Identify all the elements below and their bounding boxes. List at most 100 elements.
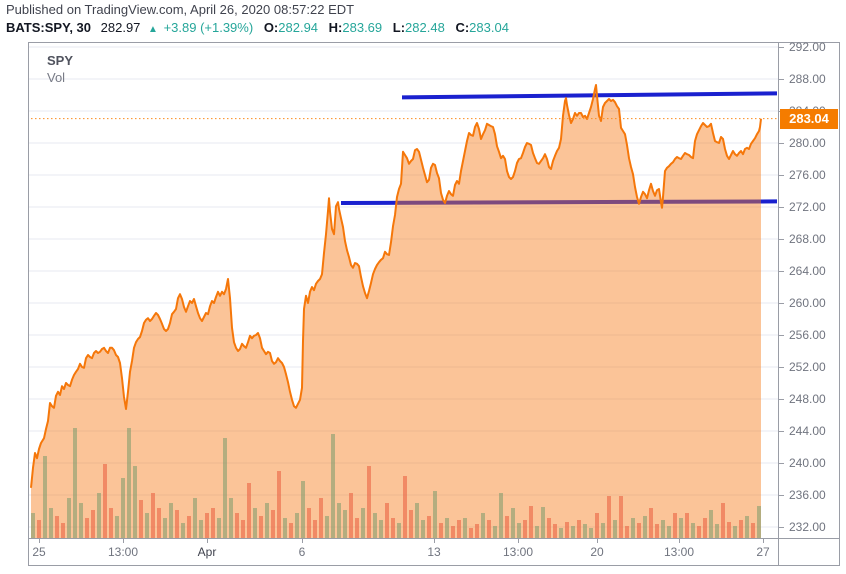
price-axis-label: 272.00	[789, 200, 826, 214]
volume-bar	[415, 503, 419, 538]
time-axis-tick	[302, 539, 303, 543]
volume-bar	[241, 520, 245, 538]
symbol-quote-line: BATS:SPY, 30 282.97 ▲ +3.89 (+1.39%) O:2…	[6, 20, 509, 35]
price-axis-tick	[779, 143, 784, 144]
volume-bar	[91, 510, 95, 538]
time-axis-tick	[679, 539, 680, 543]
volume-bar	[499, 493, 503, 538]
price-axis-label: 240.00	[789, 456, 826, 470]
volume-bar	[433, 491, 437, 538]
volume-bar	[223, 438, 227, 538]
volume-bar	[283, 518, 287, 538]
volume-bar	[457, 520, 461, 538]
volume-bar	[493, 526, 497, 538]
volume-bar	[181, 523, 185, 538]
axis-divider-horizontal	[29, 538, 839, 539]
last-price: 282.97	[100, 20, 141, 35]
volume-bar	[361, 508, 365, 538]
volume-bar	[115, 516, 119, 538]
time-axis[interactable]: 25 13:00 Apr 6 13 13:00 20 13:00 27	[29, 539, 778, 565]
volume-bar	[625, 526, 629, 538]
axis-divider-vertical	[778, 43, 779, 565]
volume-bar	[577, 520, 581, 538]
volume-bar	[403, 476, 407, 538]
open-label: O:	[263, 20, 279, 35]
volume-bar	[31, 513, 35, 538]
volume-bar	[727, 522, 731, 538]
low-label: L:	[392, 20, 406, 35]
volume-bar	[475, 524, 479, 538]
volume-bar	[373, 513, 377, 538]
price-axis-tick	[779, 367, 784, 368]
volume-bar	[397, 523, 401, 538]
volume-bar	[451, 526, 455, 538]
time-axis-tick	[597, 539, 598, 543]
volume-bar	[259, 516, 263, 538]
price-axis-tick	[779, 335, 784, 336]
volume-bar	[439, 523, 443, 538]
volume-bar	[619, 496, 623, 538]
price-axis-label: 256.00	[789, 328, 826, 342]
volume-bar	[43, 456, 47, 538]
volume-bar	[541, 507, 545, 538]
volume-bar	[229, 498, 233, 538]
symbol-name: BATS:SPY, 30	[6, 20, 92, 35]
volume-bar	[103, 464, 107, 538]
volume-bar	[325, 516, 329, 538]
price-axis-label: 276.00	[789, 168, 826, 182]
volume-bar	[739, 520, 743, 538]
price-axis-tick	[779, 271, 784, 272]
volume-bar	[607, 496, 611, 538]
volume-bar	[193, 498, 197, 538]
volume-bar	[253, 508, 257, 538]
time-axis-tick	[434, 539, 435, 543]
volume-bar	[613, 520, 617, 538]
price-axis-label: 252.00	[789, 360, 826, 374]
volume-bar	[307, 508, 311, 538]
price-axis-label: 260.00	[789, 296, 826, 310]
volume-bar	[73, 428, 77, 538]
volume-bar	[715, 524, 719, 538]
volume-bar	[343, 510, 347, 538]
volume-bar	[631, 518, 635, 538]
volume-bar	[235, 513, 239, 538]
volume-bar	[421, 520, 425, 538]
volume-bar	[511, 508, 515, 538]
volume-bar	[523, 520, 527, 538]
price-axis[interactable]: 283.04 292.00288.00284.00280.00276.00272…	[779, 40, 839, 538]
volume-bar	[505, 516, 509, 538]
volume-bar	[127, 428, 131, 538]
volume-bar	[97, 493, 101, 538]
close-label: C:	[455, 20, 470, 35]
price-axis-label: 232.00	[789, 520, 826, 534]
volume-bar	[697, 526, 701, 538]
volume-bar	[379, 520, 383, 538]
legend-symbol: SPY	[47, 53, 74, 68]
chart-pane[interactable]	[29, 43, 778, 538]
time-axis-label: 13:00	[502, 545, 534, 559]
volume-bar	[655, 524, 659, 538]
volume-bar	[271, 510, 275, 538]
time-axis-tick	[39, 539, 40, 543]
volume-bar	[535, 526, 539, 538]
volume-bar	[301, 481, 305, 538]
chart-frame: SPY Vol 283.04 292.00288.00284.00280.002…	[28, 40, 840, 566]
volume-bar	[751, 523, 755, 538]
volume-bar	[565, 522, 569, 538]
volume-bar	[289, 523, 293, 538]
time-axis-label: 13:00	[107, 545, 139, 559]
price-axis-label: 244.00	[789, 424, 826, 438]
volume-bar	[643, 516, 647, 538]
trendline-upper-resistance[interactable]	[401, 91, 778, 100]
volume-bar	[595, 513, 599, 538]
last-price-badge: 283.04	[780, 108, 838, 129]
volume-bar	[37, 520, 41, 538]
price-axis-label: 264.00	[789, 264, 826, 278]
volume-bar	[409, 510, 413, 538]
time-axis-tick	[518, 539, 519, 543]
volume-bar	[469, 528, 473, 538]
trendline-lower-support[interactable]	[340, 199, 778, 205]
high-value: 283.69	[342, 20, 383, 35]
volume-bar	[79, 503, 83, 538]
volume-bar	[355, 518, 359, 538]
